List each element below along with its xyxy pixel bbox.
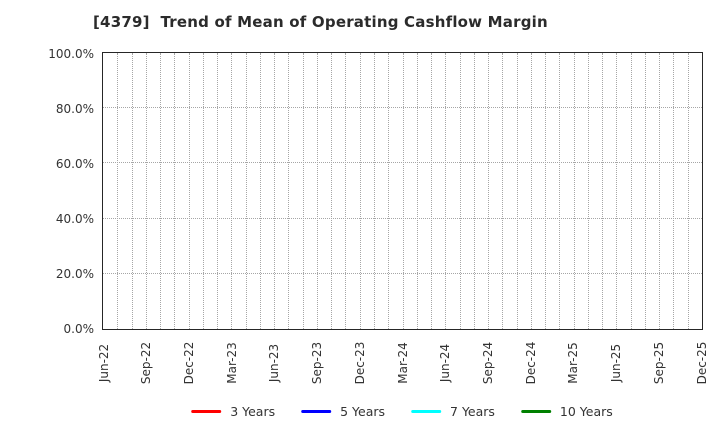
vertical-gridline	[245, 53, 247, 329]
y-tick-label: 80.0%	[55, 101, 94, 116]
x-tick-label: Jun-23	[267, 343, 282, 383]
vertical-gridline	[174, 53, 176, 329]
vertical-gridline	[416, 53, 418, 329]
vertical-gridline	[274, 53, 276, 329]
vertical-gridline	[445, 53, 447, 329]
x-tick-label: Sep-25	[651, 341, 666, 385]
vertical-gridline	[231, 53, 233, 329]
legend-line-swatch	[520, 409, 551, 413]
vertical-gridline	[160, 53, 162, 329]
vertical-gridline	[473, 53, 475, 329]
vertical-gridline	[545, 53, 547, 329]
vertical-gridline	[359, 53, 361, 329]
x-tick-label: Sep-24	[480, 341, 495, 385]
vertical-gridline	[502, 53, 504, 329]
vertical-gridline	[316, 53, 318, 329]
vertical-gridline	[188, 53, 190, 329]
chart-title: [4379] Trend of Mean of Operating Cashfl…	[93, 13, 548, 31]
legend-label: 7 Years	[450, 403, 495, 419]
horizontal-gridline	[103, 217, 702, 219]
plot-area	[102, 52, 703, 330]
vertical-gridline	[117, 53, 119, 329]
legend-label: 10 Years	[559, 403, 613, 419]
vertical-gridline	[259, 53, 261, 329]
vertical-gridline	[331, 53, 333, 329]
vertical-gridline	[373, 53, 375, 329]
legend-line-swatch	[301, 409, 332, 413]
y-tick-label: 60.0%	[55, 156, 94, 171]
vertical-gridline	[616, 53, 618, 329]
vertical-gridline	[644, 53, 646, 329]
vertical-gridline	[131, 53, 133, 329]
vertical-gridline	[602, 53, 604, 329]
x-tick-label: Mar-24	[395, 342, 410, 384]
x-tick-label: Dec-24	[523, 341, 538, 385]
vertical-gridline	[388, 53, 390, 329]
vertical-gridline	[687, 53, 689, 329]
horizontal-gridline	[103, 162, 702, 164]
vertical-gridline	[302, 53, 304, 329]
vertical-gridline	[202, 53, 204, 329]
x-tick-label: Sep-23	[310, 341, 325, 385]
x-tick-label: Jun-22	[96, 343, 111, 383]
x-tick-label: Mar-23	[224, 342, 239, 384]
legend-line-swatch	[191, 409, 222, 413]
vertical-gridline	[488, 53, 490, 329]
vertical-gridline	[145, 53, 147, 329]
legend-item: 7 Years	[411, 402, 495, 420]
legend-item: 10 Years	[520, 402, 613, 420]
legend-line-swatch	[411, 409, 442, 413]
vertical-gridline	[431, 53, 433, 329]
x-tick-label: Dec-25	[694, 341, 709, 385]
vertical-gridline	[573, 53, 575, 329]
horizontal-gridline	[103, 272, 702, 274]
vertical-gridline	[530, 53, 532, 329]
vertical-gridline	[288, 53, 290, 329]
horizontal-gridline	[103, 107, 702, 109]
legend-item: 5 Years	[301, 402, 385, 420]
vertical-gridline	[516, 53, 518, 329]
x-tick-label: Dec-23	[352, 341, 367, 385]
x-tick-label: Mar-25	[566, 342, 581, 384]
y-tick-label: 40.0%	[55, 211, 94, 226]
x-tick-label: Jun-24	[438, 343, 453, 383]
vertical-gridline	[402, 53, 404, 329]
legend-label: 5 Years	[340, 403, 386, 419]
vertical-gridline	[659, 53, 661, 329]
y-tick-label: 100.0%	[48, 46, 94, 61]
x-tick-label: Jun-25	[609, 343, 624, 383]
vertical-gridline	[459, 53, 461, 329]
vertical-gridline	[345, 53, 347, 329]
x-tick-label: Sep-22	[139, 341, 154, 385]
vertical-gridline	[217, 53, 219, 329]
y-tick-label: 0.0%	[63, 321, 95, 336]
legend: 3 Years 5 Years 7 Years 10 Years	[191, 402, 613, 420]
y-tick-label: 20.0%	[55, 266, 94, 281]
legend-item: 3 Years	[191, 402, 275, 420]
x-tick-label: Dec-22	[181, 341, 196, 385]
legend-label: 3 Years	[230, 403, 276, 419]
vertical-gridline	[587, 53, 589, 329]
vertical-gridline	[630, 53, 632, 329]
vertical-gridline	[559, 53, 561, 329]
vertical-gridline	[673, 53, 675, 329]
